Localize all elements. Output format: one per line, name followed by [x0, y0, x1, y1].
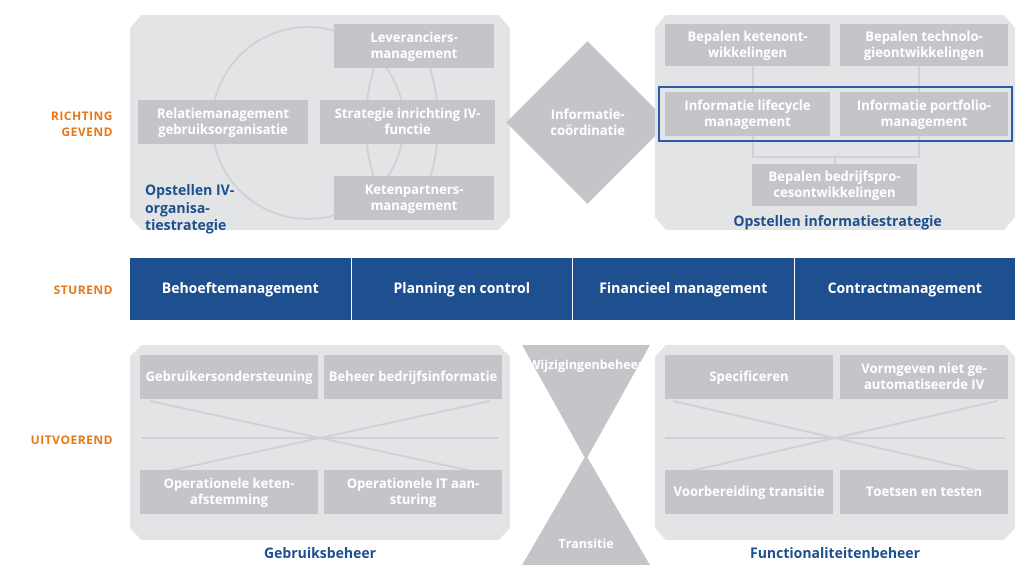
triangle-wijzigingenbeheer: Wijzigingen­beheer [522, 345, 650, 460]
band-planning: Planning en control [352, 258, 574, 320]
box-strategie-inrichting: Strategie inrichting IV-functie [320, 100, 495, 144]
box-voorbereiding-transitie: Voorbereiding transitie [665, 470, 833, 514]
box-toetsen-testen: Toetsen en testen [840, 470, 1008, 514]
triangle-label-bottom: Transitie [558, 536, 613, 551]
title-iv-organisatiestrategie: Opstellen IV-organisa­tiestrategie [145, 182, 255, 235]
title-functionaliteitenbeheer: Functionaliteitenbeheer [655, 545, 1015, 563]
label-uitvoerend: UITVOEREND [18, 432, 113, 448]
triangle-label-top: Wijzigingen­beheer [528, 357, 643, 372]
label-richting-gevend: RICHTINGGEVEND [18, 108, 113, 139]
box-vormgeven: Vormgeven niet ge­automatiseerde IV [840, 355, 1008, 399]
connector [918, 66, 920, 92]
diamond-informatiecoordinatie: Informatie­coördinatie [506, 41, 669, 204]
diamond-label: Informatie­coördinatie [530, 106, 645, 139]
box-specificeren: Specificeren [665, 355, 833, 399]
box-gebruikersondersteuning: Gebruikersonder­steuning [140, 355, 318, 399]
box-technologieontwikkelingen: Bepalen technolo­gieontwikkelingen [840, 24, 1008, 66]
connector [752, 66, 754, 92]
triangle-transitie: Transitie [522, 455, 650, 565]
label-sturend: STUREND [18, 282, 113, 298]
title-informatiestrategie: Opstellen informatiestrategie [705, 213, 970, 231]
box-operationele-ketenafstemming: Operationele keten­afstemming [140, 470, 318, 514]
box-beheer-bedrijfsinformatie: Beheer bedrijfsinfor­matie [324, 355, 502, 399]
box-informatie-portfolio: Informatie portfolio­management [840, 92, 1008, 136]
connector [752, 136, 754, 158]
box-leveranciersmanagement: Leveranciers­management [334, 24, 494, 68]
box-operationele-it-aansturing: Operationele IT aan­sturing [324, 470, 502, 514]
box-ketenontwikkelingen: Bepalen ketenont­wikkelingen [665, 24, 830, 66]
sturend-band: Behoefte­management Planning en control … [130, 258, 1015, 320]
box-bedrijfsprocesontwikkelingen: Bepalen bedrijfspro­cesontwikkelingen [752, 164, 917, 206]
box-relatiemanagement: Relatiemanagement gebruiksorganisatie [138, 100, 308, 144]
title-gebruiksbeheer: Gebruiksbeheer [130, 545, 510, 563]
box-ketenpartnersmanagement: Ketenpartners­management [334, 176, 494, 220]
band-behoefte: Behoefte­management [130, 258, 352, 320]
band-financieel: Financieel management [573, 258, 795, 320]
band-contract: Contract­management [795, 258, 1016, 320]
connector [752, 156, 920, 158]
box-informatie-lifecycle: Informatie lifecycle management [665, 92, 830, 136]
connector [918, 136, 920, 158]
